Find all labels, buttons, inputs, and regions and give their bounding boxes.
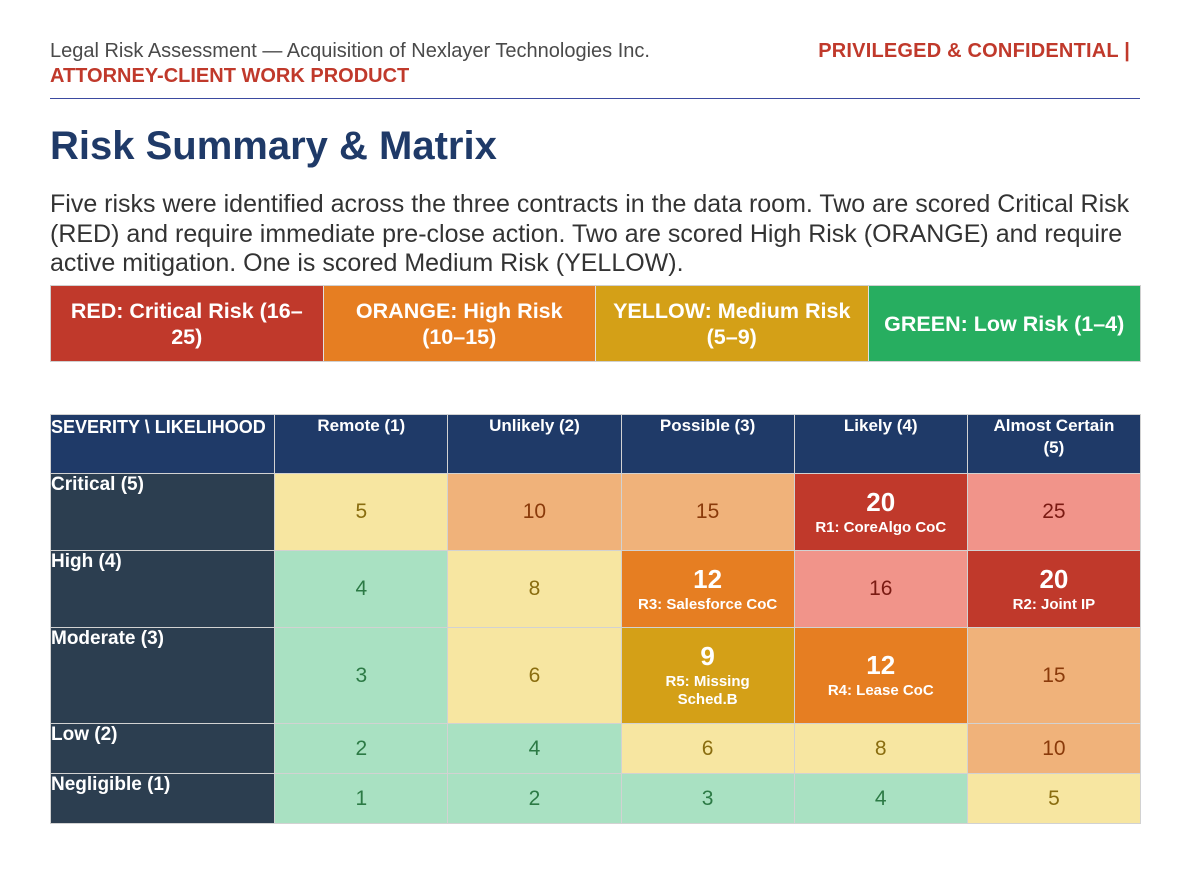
matrix-cell: 15 — [966, 627, 1142, 724]
cell-score: 6 — [528, 663, 541, 687]
cell-score: 12 — [866, 650, 896, 680]
cell-score: 1 — [355, 786, 368, 810]
likelihood-header: Likely (4) — [793, 414, 968, 474]
likelihood-header: Remote (1) — [274, 414, 449, 474]
risk-legend: RED: Critical Risk (16–25) ORANGE: High … — [50, 285, 1141, 362]
matrix-cell: 16 — [793, 550, 968, 628]
matrix-header-row: SEVERITY \ LIKELIHOOD Remote (1) Unlikel… — [49, 414, 1142, 474]
matrix-row-low: Low (2) 2 4 6 8 10 — [49, 723, 1142, 774]
cell-score: 9 — [700, 641, 715, 671]
cell-score: 25 — [1042, 500, 1066, 523]
matrix-cell-risk: 20 R2: Joint IP — [966, 550, 1142, 628]
matrix-row-moderate: Moderate (3) 3 6 9 R5: Missing Sched.B 1… — [49, 627, 1142, 724]
document-header: Legal Risk Assessment — Acquisition of N… — [50, 40, 1140, 99]
matrix-cell: 8 — [793, 723, 968, 774]
cell-score: 4 — [528, 736, 541, 760]
cell-score: 6 — [701, 736, 714, 760]
matrix-row-negligible: Negligible (1) 1 2 3 4 5 — [49, 773, 1142, 824]
cell-score: 3 — [355, 663, 368, 687]
work-product-label: ATTORNEY-CLIENT WORK PRODUCT — [50, 65, 410, 87]
matrix-row-critical: Critical (5) 5 10 15 20 R1: CoreAlgo CoC… — [49, 473, 1142, 551]
cell-score: 5 — [1048, 786, 1060, 810]
cell-score: 4 — [355, 577, 368, 600]
matrix-cell-risk: 20 R1: CoreAlgo CoC — [793, 473, 968, 551]
summary-paragraph: Five risks were identified across the th… — [50, 190, 1130, 277]
cell-score: 5 — [355, 500, 368, 523]
cell-score: 20 — [1039, 563, 1069, 594]
cell-score: 15 — [695, 500, 720, 523]
severity-label: Low (2) — [49, 723, 276, 774]
matrix-cell: 4 — [274, 550, 449, 628]
matrix-row-high: High (4) 4 8 12 R3: Salesforce CoC 16 20… — [49, 550, 1142, 628]
cell-score: 10 — [1042, 736, 1066, 760]
cell-score: 15 — [1042, 663, 1066, 687]
cell-score: 8 — [528, 577, 541, 600]
risk-label: R5: Missing Sched.B — [665, 673, 750, 708]
matrix-cell: 4 — [793, 773, 968, 824]
legend-orange: ORANGE: High Risk (10–15) — [323, 286, 596, 361]
cell-score: 12 — [693, 563, 723, 594]
matrix-cell: 1 — [274, 773, 449, 824]
matrix-cell-risk: 9 R5: Missing Sched.B — [620, 627, 795, 724]
likelihood-header: Unlikely (2) — [447, 414, 622, 474]
matrix-cell: 6 — [620, 723, 795, 774]
cell-score: 4 — [874, 786, 887, 810]
cell-score: 10 — [522, 500, 547, 523]
risk-label: R3: Salesforce CoC — [637, 595, 778, 613]
legend-red: RED: Critical Risk (16–25) — [51, 286, 324, 361]
matrix-corner-label: SEVERITY \ LIKELIHOOD — [49, 414, 276, 474]
likelihood-header: Possible (3) — [620, 414, 795, 474]
matrix-cell: 15 — [620, 473, 795, 551]
page-title: Risk Summary & Matrix — [50, 124, 497, 168]
cell-score: 2 — [355, 736, 368, 760]
matrix-cell: 2 — [447, 773, 622, 824]
matrix-cell: 10 — [447, 473, 622, 551]
confidential-label: PRIVILEGED & CONFIDENTIAL | — [818, 40, 1130, 62]
cell-score: 3 — [701, 786, 714, 810]
severity-label: High (4) — [49, 550, 276, 628]
cell-score: 2 — [528, 786, 541, 810]
matrix-cell: 10 — [966, 723, 1142, 774]
matrix-cell: 6 — [447, 627, 622, 724]
legend-yellow: YELLOW: Medium Risk (5–9) — [596, 286, 869, 361]
severity-label: Moderate (3) — [49, 627, 276, 724]
likelihood-header: Almost Certain (5) — [966, 414, 1142, 474]
matrix-cell: 25 — [966, 473, 1142, 551]
matrix-cell: 4 — [447, 723, 622, 774]
matrix-cell-risk: 12 R4: Lease CoC — [793, 627, 968, 724]
header-title: Legal Risk Assessment — Acquisition of N… — [50, 40, 650, 62]
matrix-cell: 3 — [620, 773, 795, 824]
cell-score: 20 — [866, 486, 896, 517]
matrix-cell: 5 — [966, 773, 1142, 824]
risk-matrix: SEVERITY \ LIKELIHOOD Remote (1) Unlikel… — [49, 414, 1142, 824]
severity-label: Negligible (1) — [49, 773, 276, 824]
matrix-cell: 5 — [274, 473, 449, 551]
risk-label: R4: Lease CoC — [827, 682, 934, 699]
cell-score: 8 — [874, 736, 887, 760]
risk-label: R2: Joint IP — [1012, 595, 1096, 613]
risk-label: R1: CoreAlgo CoC — [815, 518, 947, 536]
matrix-cell: 3 — [274, 627, 449, 724]
severity-label: Critical (5) — [49, 473, 276, 551]
legend-green: GREEN: Low Risk (1–4) — [868, 286, 1140, 361]
matrix-cell-risk: 12 R3: Salesforce CoC — [620, 550, 795, 628]
cell-score: 16 — [869, 577, 893, 600]
matrix-cell: 8 — [447, 550, 622, 628]
matrix-cell: 2 — [274, 723, 449, 774]
